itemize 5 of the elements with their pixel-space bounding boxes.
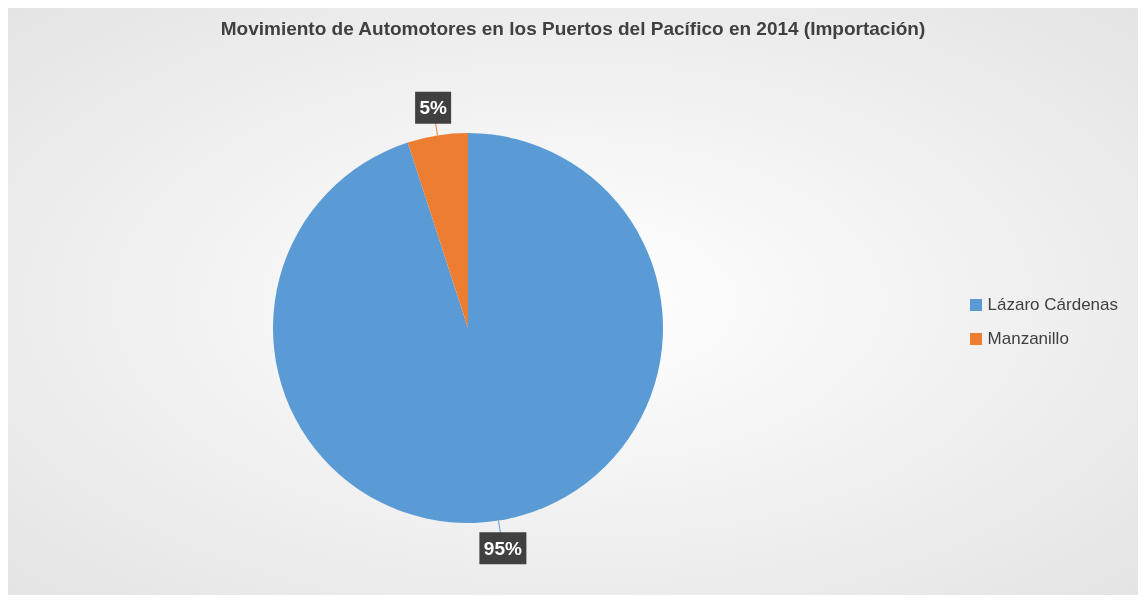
- data-label: 5%: [419, 97, 447, 119]
- legend-label: Manzanillo: [987, 328, 1069, 349]
- legend-label: Lázaro Cárdenas: [987, 294, 1118, 315]
- chart-title: Movimiento de Automotores en los Puertos del Pacífico en 2014 (Importación): [219, 17, 927, 41]
- data-label: 95%: [483, 537, 522, 559]
